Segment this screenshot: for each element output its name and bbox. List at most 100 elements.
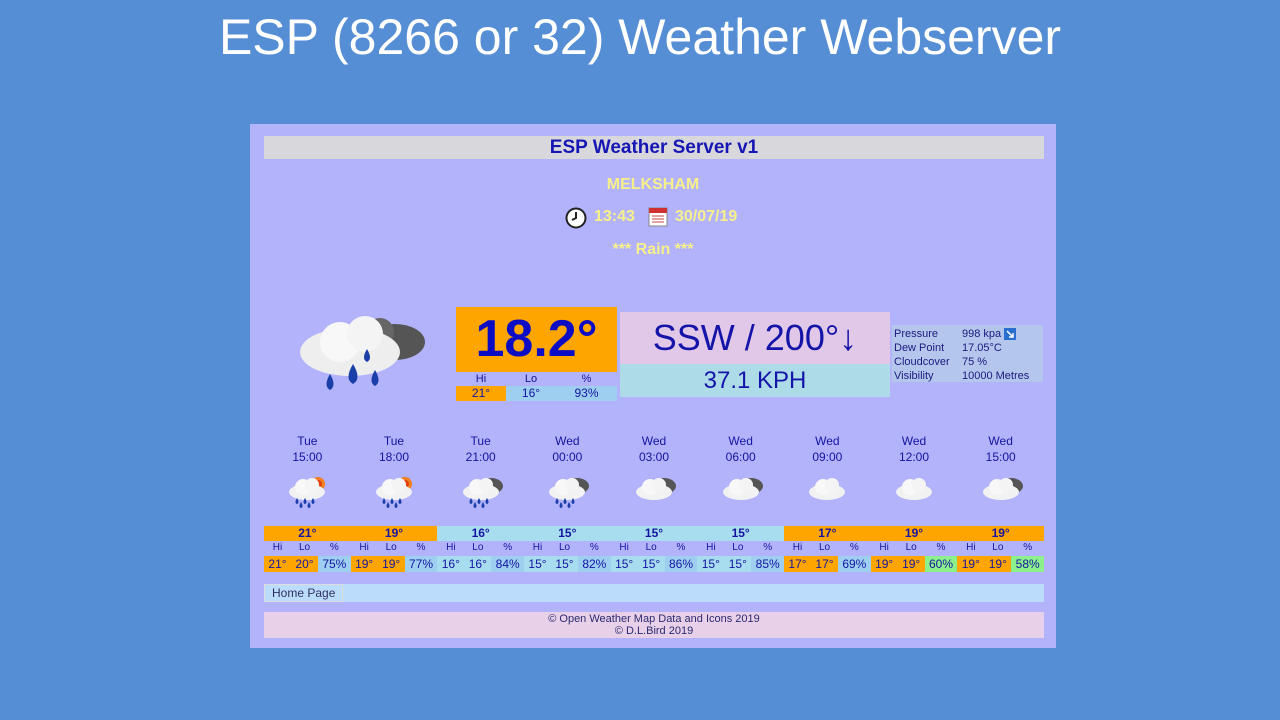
credit: © D.L.Bird 2019	[614, 625, 694, 637]
forecast-humidity: 60%	[924, 556, 958, 572]
forecast-hi-label: Hi	[706, 542, 716, 553]
credit: © Open Weather Map Data and Icons 2019	[548, 613, 760, 625]
forecast-column: Wed 03:00 15° Hi 15° Lo 15°% 86%	[610, 432, 698, 582]
forecast-temp: 21°	[264, 526, 351, 541]
detail-label: Cloudcover	[894, 356, 950, 368]
detail-label: Visibility	[894, 370, 934, 382]
forecast-humidity: 86%	[664, 556, 698, 572]
pressure-trend-icon	[1004, 328, 1016, 340]
forecast-temp: 19°	[957, 526, 1044, 541]
forecast-hi-label: Hi	[879, 542, 889, 553]
forecast-lo-label: Lo	[385, 542, 397, 553]
forecast-lo: 19°	[377, 556, 405, 572]
humidity-label: %	[581, 373, 592, 385]
forecast-lo-label: Lo	[905, 542, 917, 553]
forecast-column: Wed 12:00 19° Hi 19° Lo 19°% 60%	[870, 432, 958, 582]
forecast-icon	[289, 477, 326, 508]
forecast-hi-label: Hi	[359, 542, 369, 553]
forecast-hi: 21°	[264, 556, 291, 572]
forecast-time: 03:00	[638, 450, 669, 464]
condition: *** Rain ***	[612, 241, 694, 258]
forecast-humidity-label: %	[936, 542, 946, 553]
footer: © Open Weather Map Data and Icons 2019 ©…	[264, 612, 1044, 638]
forecast-icon	[635, 478, 676, 500]
forecast-hi-label: Hi	[619, 542, 629, 553]
slide-title: ESP (8266 or 32) Weather Webserver	[218, 9, 1062, 65]
forecast-temp: 15°	[697, 526, 784, 541]
forecast-hi: 19°	[870, 556, 898, 572]
lo-label: Lo	[524, 373, 538, 385]
forecast-humidity-label: %	[676, 542, 686, 553]
calendar-icon	[648, 207, 668, 227]
forecast-hi-label: Hi	[446, 542, 456, 553]
header-title: ESP Weather Server v1	[264, 136, 1044, 159]
forecast-lo-label: Lo	[818, 542, 831, 553]
forecast-lo: 16°	[464, 556, 492, 572]
forecast-lo-label: Lo	[992, 542, 1004, 553]
forecast-time: 12:00	[898, 450, 929, 464]
forecast-humidity-label: %	[589, 542, 599, 553]
forecast-time: 15:00	[292, 450, 323, 464]
forecast-column: Tue 18:00 19° Hi 19° Lo 19°% 77%	[350, 432, 438, 582]
forecast-column: Wed 00:00 15° Hi 15° Lo 15°% 82%	[524, 432, 611, 582]
current-lo: 16°	[506, 386, 556, 401]
forecast-day: Wed	[555, 434, 580, 448]
forecast-hi-label: Hi	[532, 542, 543, 553]
forecast-hi: 16°	[437, 556, 465, 572]
wind-direction: SSW / 200°↓	[620, 312, 890, 364]
forecast-column: Tue 21:00 16° Hi 16° Lo 16°% 84%	[437, 432, 524, 582]
forecast-humidity: 82%	[578, 556, 611, 572]
forecast-hi: 15°	[524, 556, 551, 572]
forecast-day: Wed	[641, 434, 667, 448]
detail-value: 998 kpa	[962, 328, 1002, 340]
forecast-hi-label: Hi	[966, 542, 976, 553]
location: MELKSHAM	[606, 176, 700, 193]
forecast-humidity: 58%	[1011, 556, 1044, 572]
current-hi: 21°	[456, 386, 506, 401]
forecast-humidity: 69%	[838, 556, 871, 572]
detail-value: 17.05°C	[962, 342, 1002, 354]
weather-panel: ESP Weather Server v1 MELKSHAM 13:43 30/…	[250, 124, 1056, 648]
forecast-humidity-label: %	[416, 542, 426, 553]
forecast-lo: 15°	[724, 556, 752, 572]
forecast-humidity: 75%	[318, 556, 351, 572]
forecast-icon	[982, 478, 1023, 500]
forecast-time: 06:00	[725, 450, 756, 464]
forecast-humidity-label: %	[329, 542, 339, 553]
forecast-humidity-label: %	[1023, 542, 1033, 553]
nav-bar: Home Page	[264, 584, 1044, 602]
detail-value: 10000 Metres	[962, 370, 1030, 382]
forecast-lo-label: Lo	[732, 542, 744, 553]
current-weather-icon	[300, 316, 425, 390]
forecast-humidity: 85%	[751, 556, 784, 572]
forecast-day: Wed	[988, 434, 1013, 448]
forecast-day: Tue	[470, 434, 491, 448]
forecast-hi: 19°	[957, 556, 985, 572]
forecast-hi: 15°	[610, 556, 638, 572]
forecast-icon	[375, 477, 412, 508]
forecast-icon	[549, 478, 590, 508]
forecast-day: Wed	[728, 434, 753, 448]
forecast-column: Wed 06:00 15° Hi 15° Lo 15°% 85%	[697, 432, 784, 582]
forecast-column: Wed 15:00 19° Hi 19° Lo 19°% 58%	[957, 432, 1044, 582]
clock-icon	[565, 207, 587, 229]
forecast-hi: 19°	[350, 556, 378, 572]
forecast-humidity-label: %	[849, 542, 859, 553]
current-humidity: 93%	[556, 386, 617, 401]
detail-label: Pressure	[894, 328, 939, 340]
forecast-day: Tue	[383, 434, 405, 448]
home-page-link[interactable]: Home Page	[264, 584, 344, 602]
forecast-temp: 16°	[437, 526, 524, 541]
wind-speed: 37.1 KPH	[620, 364, 890, 397]
forecast-temp: 17°	[784, 526, 871, 541]
details-table: Pressure 998 kpa Dew Point 17.05°C Cloudcove…	[892, 325, 1043, 382]
current-temperature: 18.2°	[456, 307, 617, 372]
forecast-humidity: 77%	[404, 556, 438, 572]
hi-label: Hi	[475, 373, 487, 385]
forecast-humidity-label: %	[763, 542, 773, 553]
forecast-time: 21:00	[465, 450, 496, 464]
detail-label: Dew Point	[894, 342, 945, 354]
forecast-day: Wed	[815, 434, 840, 448]
forecast: Tue 15:00 21° Hi 21° Lo 20°% 75% Tue 18:00 19° Hi 19…	[264, 432, 1044, 582]
